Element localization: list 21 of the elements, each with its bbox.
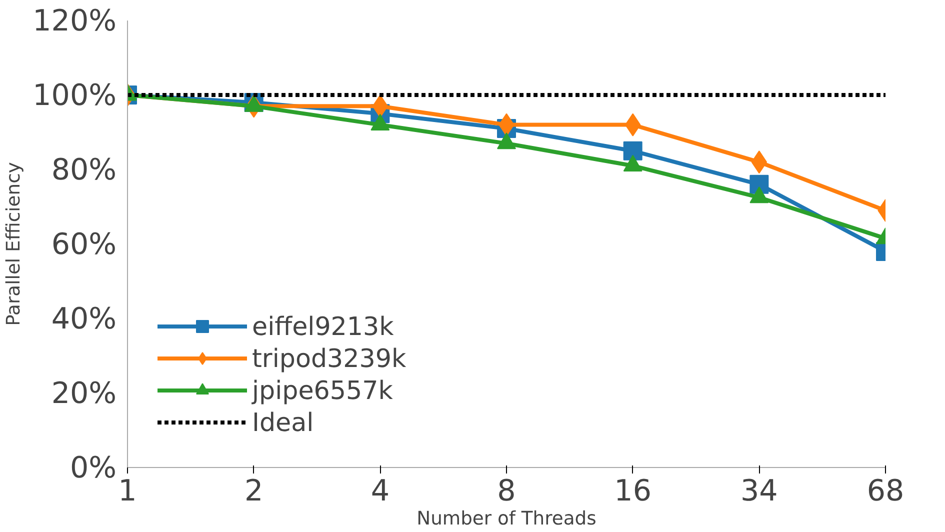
x-tick-label: 16 (614, 474, 652, 508)
x-axis-title: Number of Threads (416, 508, 596, 530)
x-tick-label: 4 (370, 474, 390, 508)
y-tick-label: 0% (70, 450, 117, 484)
y-tick-label: 120% (32, 4, 117, 38)
y-axis-title: Parallel Efficiency (4, 162, 25, 326)
y-tick-label: 20% (51, 376, 116, 410)
legend-label: eiffel9213k (252, 311, 394, 341)
y-tick-label: 80% (51, 152, 116, 186)
legend-label: jpipe6557k (252, 375, 393, 405)
x-tick-label: 34 (740, 474, 778, 508)
legend-label: Ideal (252, 407, 314, 437)
x-tick-label: 2 (244, 474, 264, 508)
y-tick-label: 60% (51, 227, 116, 261)
x-tick-label: 1 (118, 474, 137, 508)
point (623, 141, 642, 160)
y-tick-label: 100% (32, 78, 117, 112)
y-tick-label: 40% (51, 302, 116, 336)
legend-label: tripod3239k (252, 343, 406, 373)
x-tick-label: 8 (497, 474, 516, 508)
x-tick-label: 68 (866, 474, 904, 508)
